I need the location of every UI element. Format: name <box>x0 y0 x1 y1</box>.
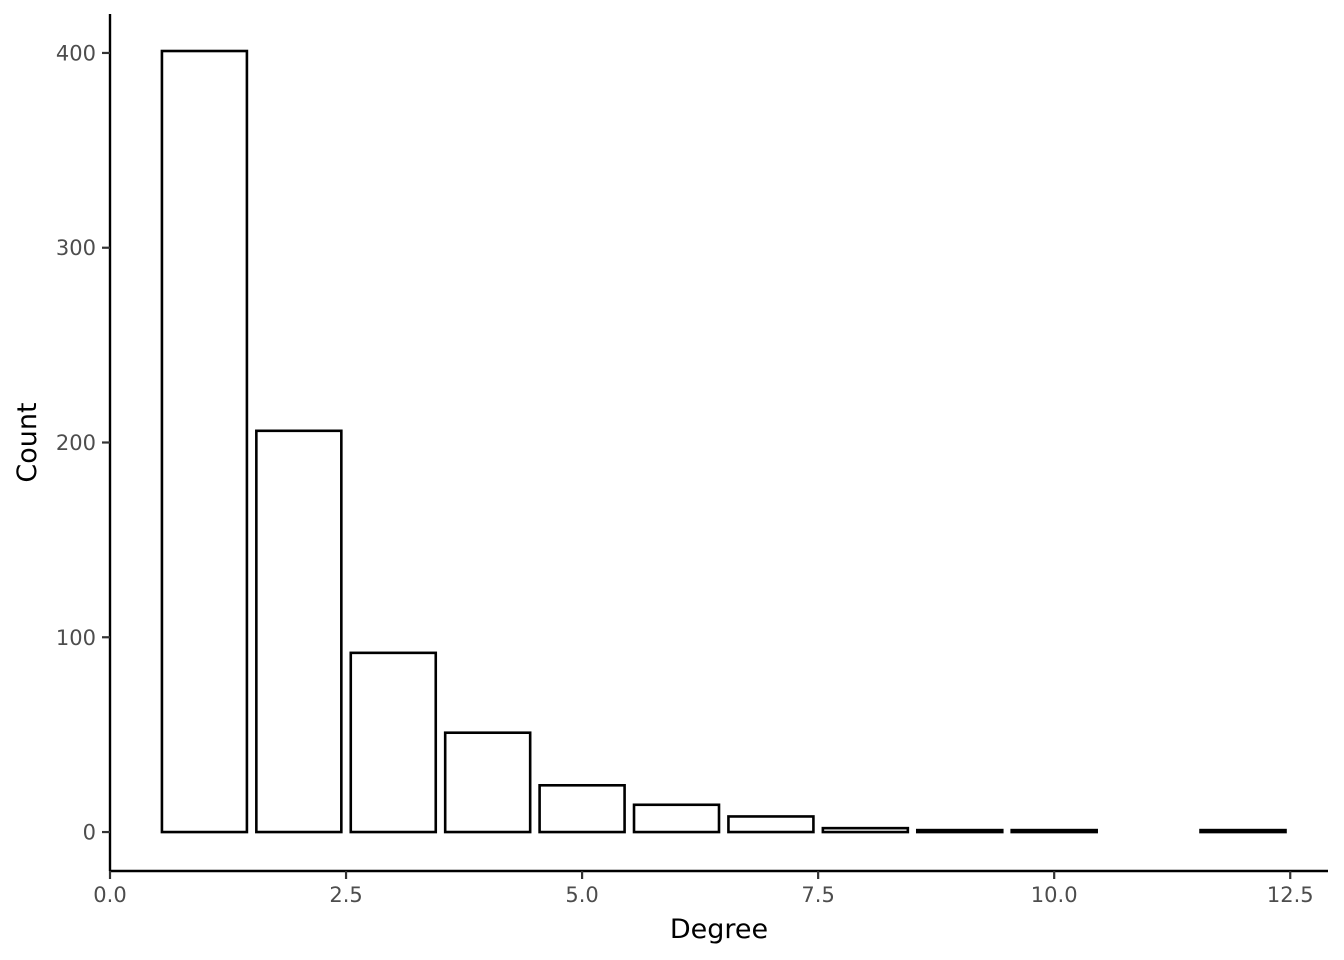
x-tick-label-12.5: 12.5 <box>1267 883 1314 907</box>
x-tick-label-2.5: 2.5 <box>329 883 362 907</box>
bar-degree-2 <box>255 429 343 834</box>
y-axis-title: Count <box>12 402 43 482</box>
bar-degree-1 <box>160 49 249 834</box>
bar-degree-7 <box>727 815 815 834</box>
bar-degree-3 <box>349 651 438 834</box>
x-tick-label-5: 5.0 <box>565 883 598 907</box>
y-axis-ticks: 0 100 200 300 400 <box>56 41 110 845</box>
y-tick-label-400: 400 <box>56 41 96 65</box>
bar-degree-4 <box>443 731 532 834</box>
x-tick-label-10: 10.0 <box>1031 883 1078 907</box>
bar-degree-9 <box>915 828 1004 834</box>
y-tick-label-0: 0 <box>83 821 96 845</box>
x-axis-ticks: 0.0 2.5 5.0 7.5 10.0 12.5 <box>93 871 1314 907</box>
y-tick-label-200: 200 <box>56 431 96 455</box>
bar-degree-6 <box>632 803 721 834</box>
y-tick-label-300: 300 <box>56 236 96 260</box>
bars <box>160 49 1287 834</box>
bar-degree-12 <box>1199 828 1287 834</box>
x-axis-title: Degree <box>670 914 768 945</box>
x-tick-label-7.5: 7.5 <box>801 883 834 907</box>
bar-degree-10 <box>1010 828 1098 834</box>
x-tick-label-0: 0.0 <box>93 883 126 907</box>
bar-degree-5 <box>538 783 626 834</box>
bar-degree-8 <box>821 826 910 834</box>
y-tick-label-100: 100 <box>56 626 96 650</box>
